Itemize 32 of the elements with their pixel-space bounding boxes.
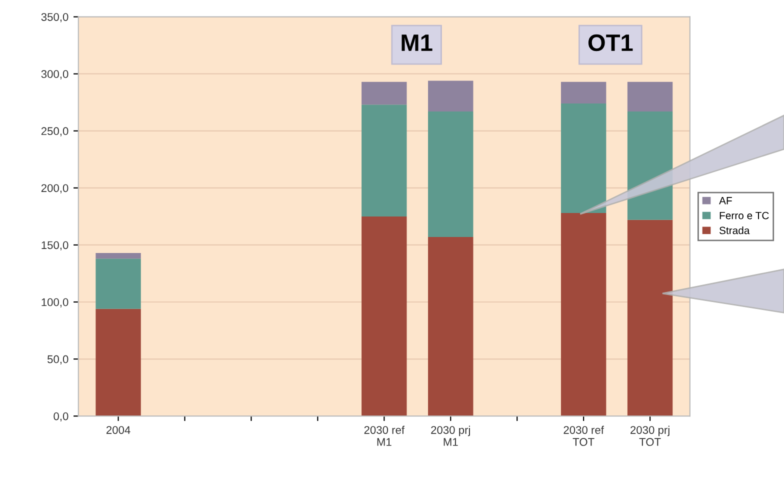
bar (627, 220, 673, 416)
y-tick-label: 50,0 (48, 355, 68, 364)
bar (96, 258, 141, 309)
y-tick-label: 350,0 (41, 13, 68, 22)
bar (560, 82, 606, 104)
bar (560, 213, 606, 416)
legend-label: Ferro e TC (720, 212, 769, 220)
x-tick-label: 2004 (106, 426, 130, 434)
y-tick-label: 100,0 (42, 298, 68, 308)
annotation: OT1 (588, 34, 633, 52)
bar (96, 308, 141, 416)
annotation: M1 (402, 34, 432, 51)
bar (362, 104, 407, 216)
bar (362, 82, 407, 105)
y-tick-label: 0,0 (54, 412, 68, 422)
legend-label: AF (719, 197, 732, 204)
bar (96, 252, 141, 259)
x-tick-label: 2030 prj M1 (431, 426, 470, 446)
bar (428, 112, 474, 237)
y-tick-label: 300,0 (41, 70, 68, 80)
bar (428, 80, 474, 112)
x-tick-label: 2030 prj TOT (630, 426, 670, 446)
bar (560, 104, 606, 214)
x-tick-label: 2030 ref TOT (564, 426, 604, 446)
legend-label: Strada (719, 226, 750, 234)
bar (627, 82, 673, 112)
bar (362, 216, 407, 416)
x-tick-label: 2030 ref M1 (364, 426, 405, 446)
y-tick-label: 200,0 (41, 184, 68, 194)
y-tick-label: 150,0 (42, 241, 68, 250)
bar (428, 236, 474, 416)
y-tick-label: 250,0 (41, 127, 68, 136)
